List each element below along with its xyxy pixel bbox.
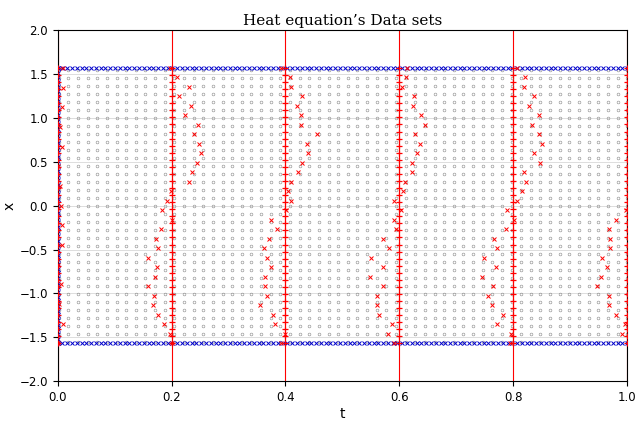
X-axis label: t: t bbox=[340, 407, 345, 420]
Title: Heat equation’s Data sets: Heat equation’s Data sets bbox=[243, 14, 442, 28]
Y-axis label: x: x bbox=[3, 201, 17, 210]
